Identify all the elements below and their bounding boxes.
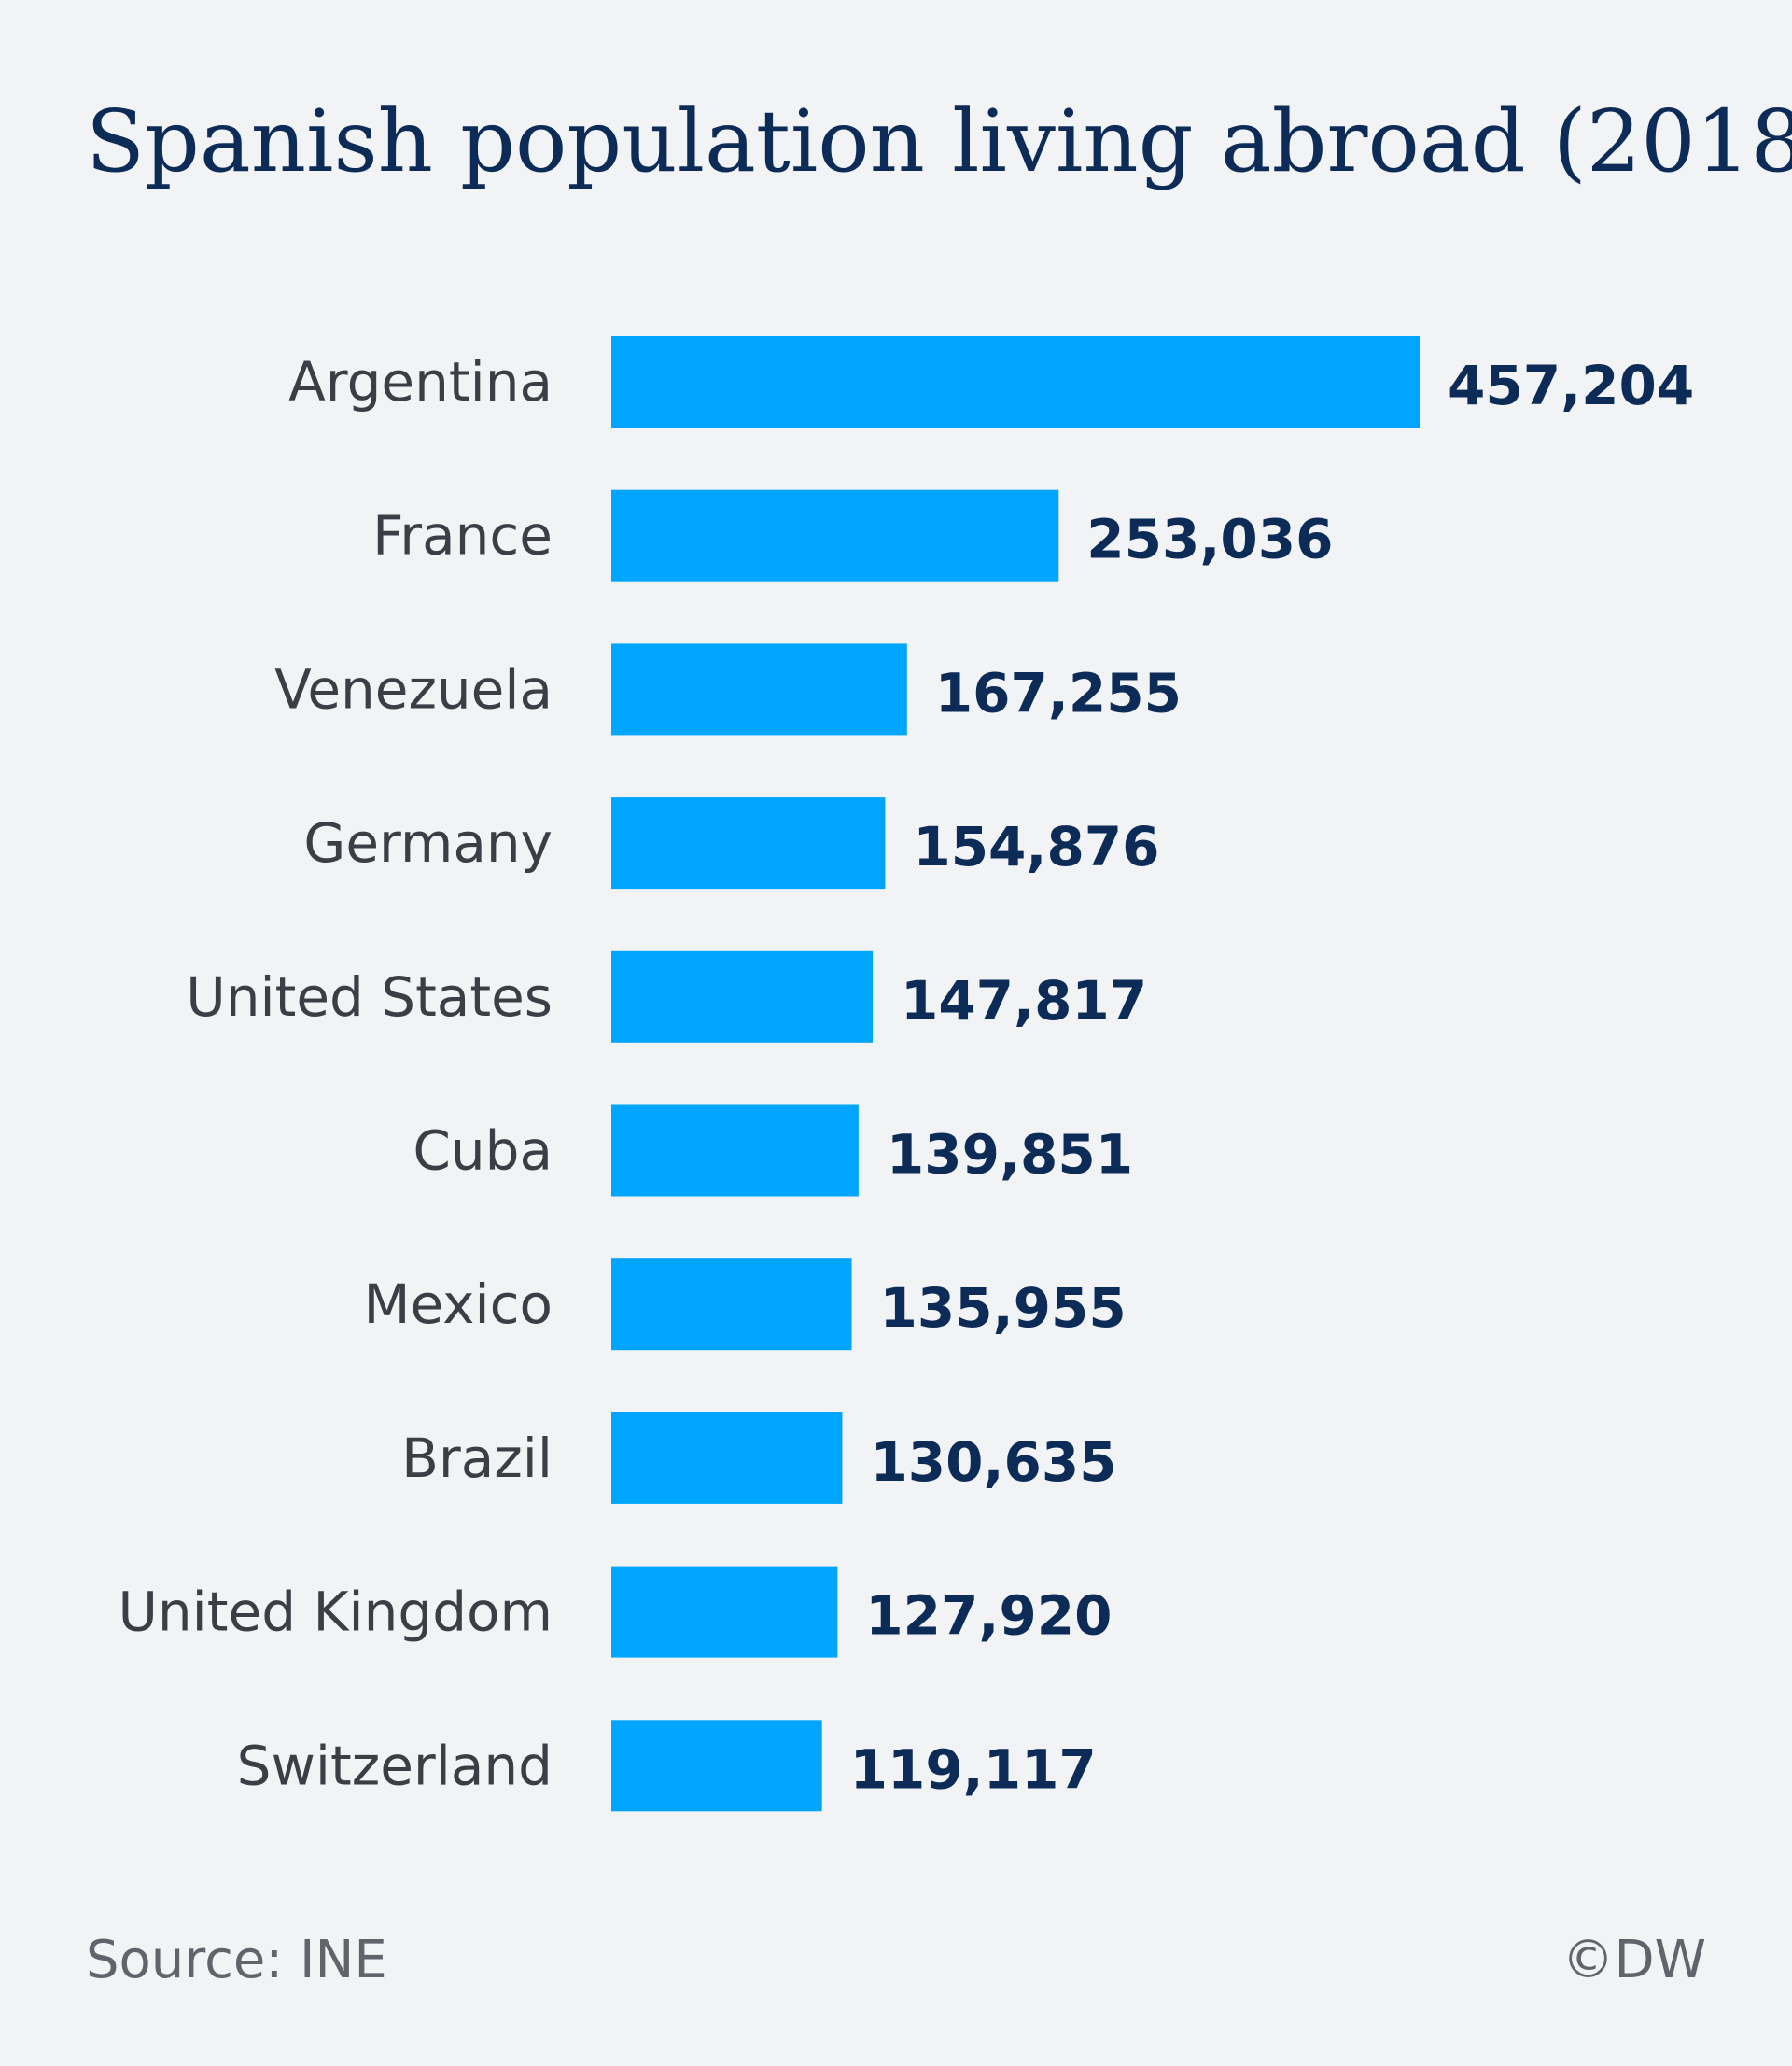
category-label: Argentina [288,350,553,414]
value-label: 167,255 [935,661,1182,724]
value-label: 119,117 [850,1737,1097,1801]
value-label: 135,955 [880,1276,1127,1340]
source-note: Source: INE [86,1930,387,1990]
category-label: Cuba [413,1119,553,1183]
bar-mexico [611,1258,852,1351]
category-label: Mexico [363,1272,553,1336]
bar-venezuela [611,643,907,736]
copyright-credit: ©DW [1561,1930,1707,1990]
category-label: United States [186,965,553,1029]
bar-united-states [611,950,873,1043]
value-label: 154,876 [913,815,1159,878]
value-label: 253,036 [1086,508,1333,571]
bar-germany [611,797,886,890]
category-label: Brazil [401,1427,553,1490]
bar-brazil [611,1412,843,1504]
value-label: 127,920 [865,1584,1112,1648]
bar-united-kingdom [611,1566,838,1658]
value-label: 139,851 [887,1123,1133,1187]
value-label: 457,204 [1448,354,1694,417]
bar-france [611,489,1059,582]
category-label: France [372,504,553,568]
value-label: 130,635 [870,1430,1116,1494]
category-label: Venezuela [274,657,553,721]
category-label: Germany [303,811,553,875]
category-label: United Kingdom [118,1581,553,1644]
category-label: Switzerland [237,1734,553,1797]
value-label: 147,817 [901,969,1147,1033]
bar-switzerland [611,1720,822,1812]
bar-cuba [611,1104,859,1197]
chart-title: Spanish population living abroad (2018) [86,91,1792,191]
bar-argentina [611,336,1420,428]
